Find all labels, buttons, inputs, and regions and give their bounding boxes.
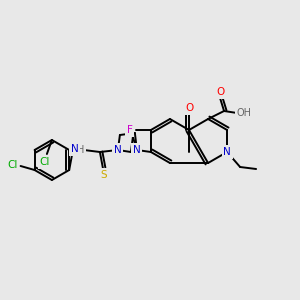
Text: N: N (223, 147, 231, 157)
Text: N: N (114, 145, 122, 155)
Text: F: F (127, 125, 133, 135)
Text: OH: OH (237, 108, 252, 118)
Text: O: O (216, 87, 224, 97)
Text: S: S (100, 170, 107, 180)
Text: N: N (133, 145, 141, 155)
Text: Cl: Cl (40, 157, 50, 167)
Text: H: H (77, 145, 85, 155)
Text: O: O (185, 103, 193, 113)
Text: Cl: Cl (8, 160, 18, 170)
Text: N: N (71, 144, 79, 154)
